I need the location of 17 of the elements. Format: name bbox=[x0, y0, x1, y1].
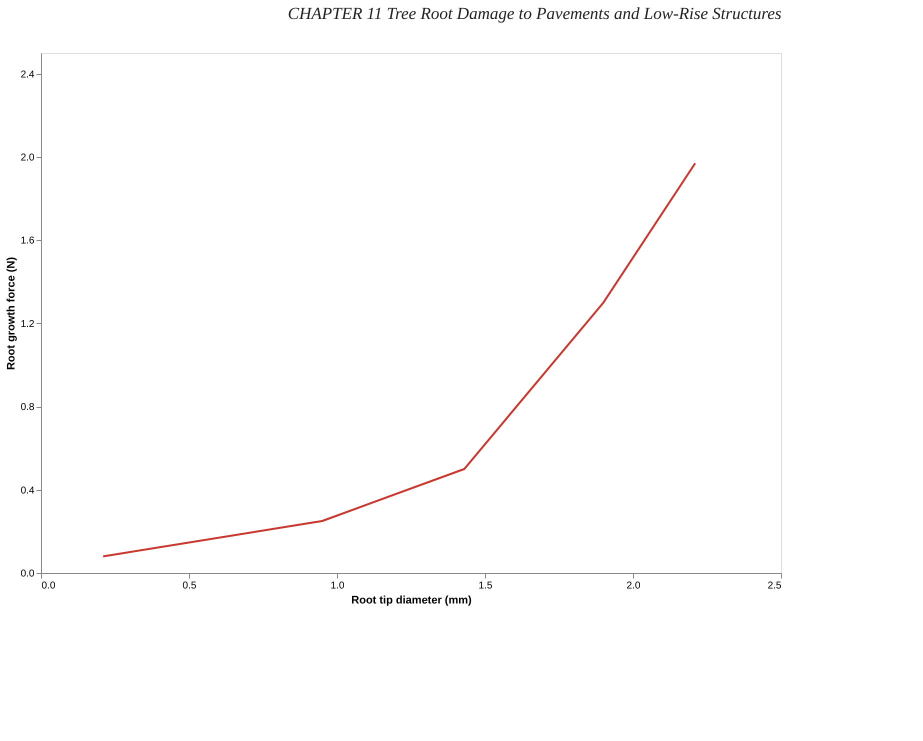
y-tick-label: 1.6 bbox=[20, 236, 35, 247]
y-tick-label: 0.0 bbox=[20, 568, 35, 580]
y-tick-label: 2.4 bbox=[20, 69, 35, 80]
x-tick-label: 2.5 bbox=[768, 580, 782, 592]
line-series bbox=[102, 162, 696, 558]
y-tick-label: 2.0 bbox=[20, 152, 35, 164]
text: CHAPTER 11 Tree Root Damage to Pavements and Low-Rise Structures bbox=[288, 4, 782, 23]
x-tick-label: 0.0 bbox=[42, 580, 56, 592]
x-tick-label: 2.0 bbox=[626, 580, 641, 592]
x-axis-title: Root tip diameter (mm) bbox=[351, 594, 472, 606]
y-tick-label: 0.8 bbox=[20, 402, 35, 414]
x-tick-label: 1.0 bbox=[330, 580, 345, 592]
x-tick-label: 0.5 bbox=[182, 580, 197, 592]
x-tick-label: 1.5 bbox=[478, 580, 493, 592]
y-tick-label: 1.2 bbox=[20, 318, 35, 330]
y-tick-label: 0.4 bbox=[20, 485, 35, 496]
y-axis-title: Root growth force (N) bbox=[6, 256, 18, 370]
